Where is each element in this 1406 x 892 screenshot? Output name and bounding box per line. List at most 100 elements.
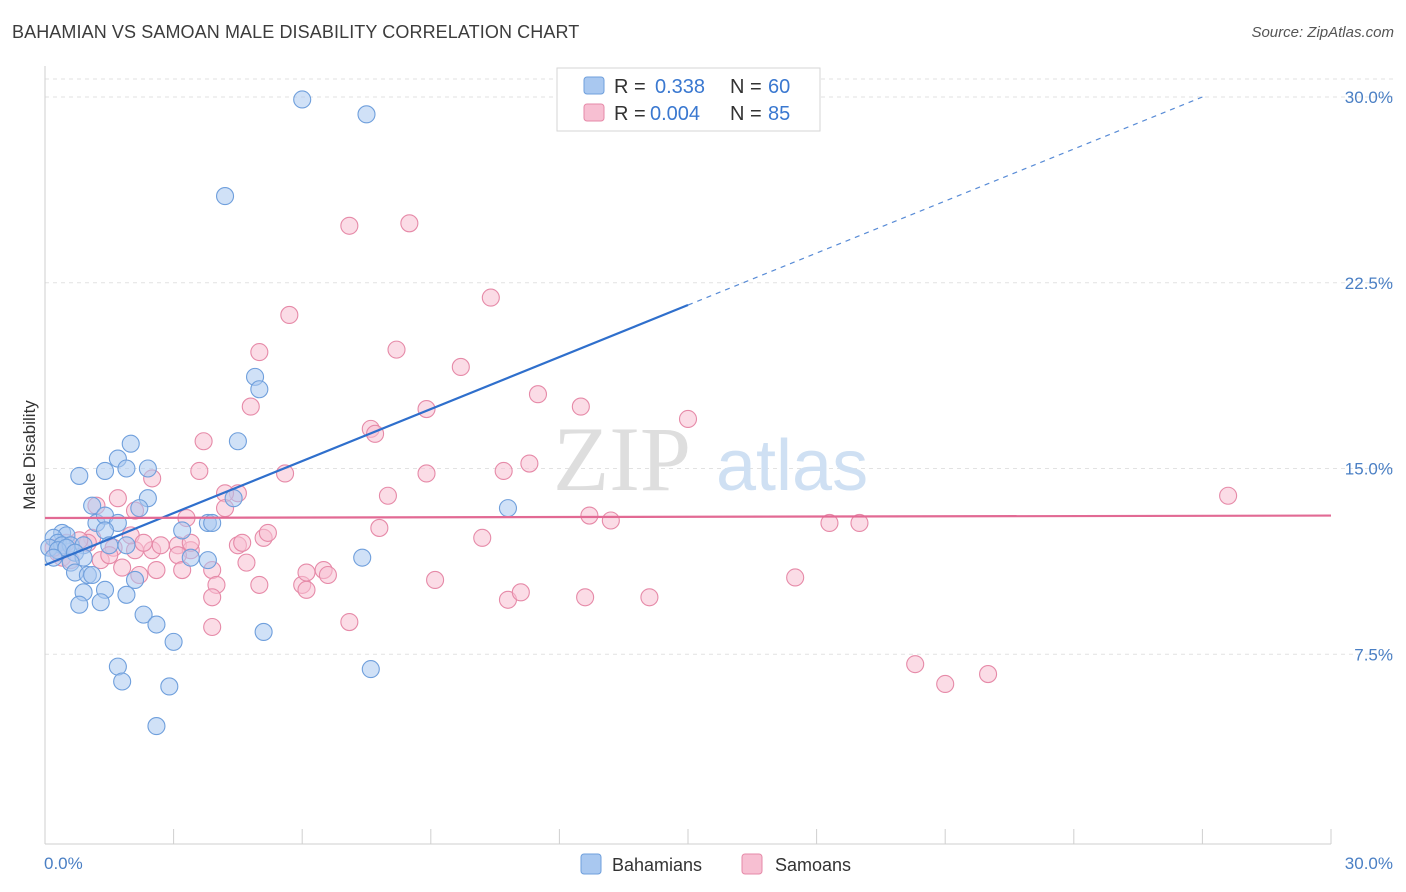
samoan-point bbox=[318, 565, 337, 585]
bahamian-point bbox=[254, 622, 273, 642]
legend-r-label: R = bbox=[614, 76, 646, 98]
samoan-point bbox=[173, 560, 192, 580]
samoan-point bbox=[580, 506, 599, 525]
legend-r-label: R = bbox=[614, 103, 646, 125]
samoan-point bbox=[147, 560, 166, 580]
bahamian-point bbox=[83, 496, 102, 515]
samoan-point bbox=[378, 486, 397, 505]
samoan-point bbox=[258, 523, 277, 542]
samoan-point bbox=[417, 464, 436, 483]
bahamian-point bbox=[95, 521, 115, 540]
samoan-point bbox=[340, 613, 359, 632]
bahamian-point bbox=[173, 521, 192, 540]
samoan-point bbox=[640, 588, 659, 607]
samoan-point bbox=[387, 340, 406, 359]
samoan-point bbox=[233, 533, 252, 552]
legend-swatch-samoans bbox=[583, 103, 605, 122]
samoan-point bbox=[151, 536, 170, 555]
bahamian-point bbox=[357, 105, 376, 124]
samoan-point bbox=[820, 513, 839, 533]
bahamian-point bbox=[164, 632, 183, 651]
samoan-point bbox=[297, 580, 316, 599]
samoan-point bbox=[108, 489, 127, 508]
samoan-trend-line bbox=[44, 514, 1332, 520]
bahamian-point bbox=[228, 432, 247, 451]
samoan-point bbox=[113, 558, 132, 577]
bahamian-point bbox=[147, 717, 166, 736]
samoan-point bbox=[237, 553, 256, 572]
samoan-point bbox=[576, 588, 595, 607]
samoan-point bbox=[250, 575, 269, 594]
bahamian-point bbox=[181, 548, 200, 567]
source-label: Source: ZipAtlas.com bbox=[1251, 24, 1394, 41]
samoan-point bbox=[473, 528, 492, 547]
y-axis-title: Male Disability bbox=[20, 400, 39, 510]
bahamian-point bbox=[95, 461, 115, 481]
samoan-point bbox=[481, 288, 500, 307]
samoan-point bbox=[571, 397, 590, 416]
samoan-point bbox=[194, 432, 213, 451]
bahamian-point bbox=[117, 585, 136, 604]
y-tick-label: 30.0% bbox=[1345, 88, 1393, 107]
bahamian-point bbox=[293, 90, 312, 109]
bahamian-point bbox=[91, 593, 110, 612]
samoan-point bbox=[906, 655, 925, 674]
bahamian-trend-line bbox=[44, 304, 689, 567]
watermark-atlas: atlas bbox=[716, 426, 868, 506]
legend-n-label: N = bbox=[730, 103, 762, 125]
bahamian-point bbox=[147, 615, 166, 634]
bahamian-point bbox=[108, 657, 127, 676]
bahamian-point bbox=[498, 499, 518, 518]
y-tick-labels: 7.5% 15.0% 22.5% 30.0% bbox=[1345, 88, 1393, 664]
samoan-point bbox=[494, 461, 513, 481]
x-tick-label-max: 30.0% bbox=[1345, 854, 1393, 873]
bottom-legend-swatch-samoans bbox=[741, 853, 763, 875]
samoan-point bbox=[370, 518, 389, 537]
legend-n-value-samoans: 85 bbox=[768, 103, 790, 125]
samoan-point bbox=[280, 305, 299, 324]
samoan-point bbox=[601, 511, 620, 530]
samoan-point bbox=[936, 674, 955, 694]
bahamian-point bbox=[160, 677, 179, 696]
samoan-point bbox=[678, 409, 698, 429]
samoan-point bbox=[850, 513, 869, 533]
bahamian-point bbox=[198, 551, 217, 570]
trend-lines bbox=[44, 96, 1332, 567]
samoan-point bbox=[520, 454, 539, 473]
axes bbox=[44, 66, 1332, 845]
y-tick-label: 7.5% bbox=[1354, 645, 1393, 664]
bahamian-point bbox=[134, 605, 153, 624]
samoan-point bbox=[134, 533, 153, 552]
bahamian-point bbox=[117, 536, 136, 555]
samoan-point bbox=[786, 568, 805, 587]
x-tick-labels: 0.0% 30.0% bbox=[44, 854, 1393, 873]
bahamian-point bbox=[70, 595, 89, 614]
samoan-point bbox=[250, 343, 269, 362]
legend-n-value-bahamians: 60 bbox=[768, 76, 790, 98]
watermark-zip: ZIP bbox=[553, 408, 691, 510]
samoan-point bbox=[241, 397, 260, 416]
bahamian-point bbox=[70, 466, 89, 485]
bahamian-point bbox=[250, 380, 269, 399]
legend-r-value-bahamians: 0.338 bbox=[655, 76, 705, 98]
samoan-point bbox=[511, 583, 530, 602]
legend-r-value-samoans: 0.004 bbox=[650, 103, 700, 125]
samoan-point bbox=[451, 357, 470, 377]
samoan-point bbox=[203, 588, 222, 607]
bottom-legend-label-samoans: Samoans bbox=[775, 855, 851, 875]
legend-swatch-bahamians bbox=[583, 76, 605, 95]
legend-n-label: N = bbox=[730, 76, 762, 98]
samoan-point bbox=[426, 570, 445, 590]
bottom-legend: Bahamians Samoans bbox=[580, 853, 851, 875]
x-tick-label-min: 0.0% bbox=[44, 854, 83, 873]
bahamian-point bbox=[361, 660, 380, 679]
samoan-point bbox=[1219, 486, 1238, 505]
y-tick-label: 15.0% bbox=[1345, 460, 1393, 479]
legend-box: R = 0.338 N = 60 R = 0.004 N = 85 bbox=[556, 67, 821, 132]
samoan-point bbox=[979, 665, 998, 684]
bahamian-point bbox=[113, 672, 132, 691]
bahamian-point bbox=[138, 459, 157, 478]
bahamian-trend-extension bbox=[687, 96, 1203, 306]
watermark: ZIP atlas bbox=[553, 408, 868, 510]
